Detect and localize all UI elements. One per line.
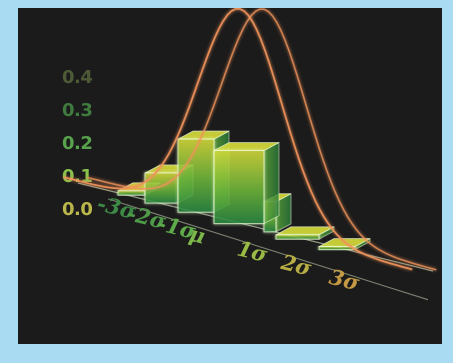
bars <box>117 130 371 251</box>
bar-front <box>275 234 320 240</box>
chart-frame: 0.4 0.3 0.2 0.1 0.0 -3σ -2σ -1σ μ 1σ 2σ 3σ <box>18 8 442 344</box>
baseline-line <box>77 182 434 272</box>
bar-3σ <box>318 237 371 251</box>
bar-2σ <box>275 226 335 240</box>
bar-front <box>318 246 356 251</box>
x-tick-label: 3σ <box>327 264 363 296</box>
y-axis-ticks: 0.40.30.20.10.0 <box>62 67 93 220</box>
y-tick-label: 0.2 <box>62 133 92 154</box>
bar-front <box>117 190 146 196</box>
x-tick-label: 2σ <box>278 249 315 281</box>
bar-front <box>213 149 265 225</box>
y-tick-label: 0.0 <box>62 199 92 220</box>
baseline-line <box>107 198 429 301</box>
y-tick-label: 0.3 <box>62 100 92 121</box>
x-tick-label: μ <box>187 221 208 249</box>
curves <box>63 8 437 271</box>
baseline <box>77 182 434 301</box>
x-tick-label: 1σ <box>235 235 271 267</box>
bar-μ <box>213 141 280 225</box>
bar-side <box>263 141 280 225</box>
normal-curve-back <box>87 8 437 271</box>
normal-curve-front <box>63 8 413 271</box>
bar-front <box>177 138 215 213</box>
y-tick-label: 0.4 <box>62 67 92 88</box>
